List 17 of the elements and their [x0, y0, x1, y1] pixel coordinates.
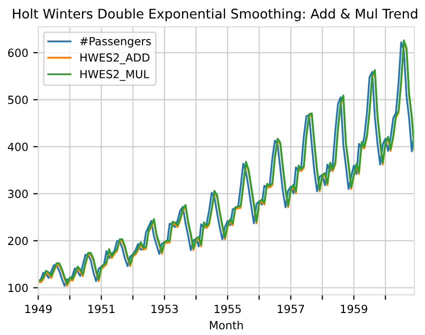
- legend-label: HWES2_ADD: [80, 53, 150, 64]
- legend-label: #Passengers: [80, 37, 151, 48]
- x-tick-label: 1955: [214, 304, 241, 314]
- legend-label: HWES2_MUL: [80, 70, 150, 81]
- x-tick-label: 1959: [340, 304, 368, 314]
- y-tick-label: 300: [8, 190, 28, 198]
- x-axis-title: Month: [210, 320, 243, 330]
- y-tick-label: 100: [8, 284, 28, 292]
- x-tick-label: 1949: [25, 304, 52, 314]
- x-tick-label: 1957: [278, 304, 304, 314]
- y-tick-label: 600: [8, 48, 28, 58]
- y-tick-label: 400: [8, 142, 28, 152]
- y-tick-label: 200: [8, 236, 28, 246]
- chart-title: Holt Winters Double Exponential Smoothing: Add & Mul Trend: [13, 8, 418, 22]
- y-tick-label: 500: [8, 96, 28, 104]
- x-tick-label: 1951: [88, 304, 114, 314]
- x-tick-label: 1953: [152, 304, 178, 314]
